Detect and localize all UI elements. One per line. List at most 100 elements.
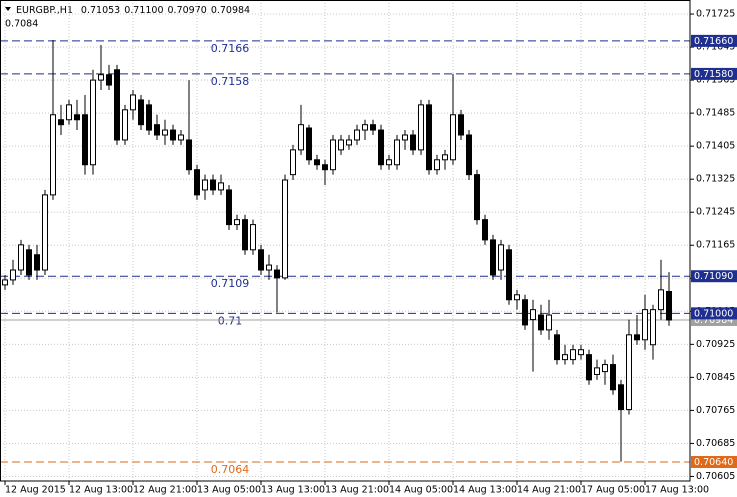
candle-body	[482, 219, 488, 241]
candle-body	[490, 239, 496, 276]
candle-body	[314, 159, 320, 166]
candle-body	[498, 244, 504, 271]
candle-body	[538, 314, 544, 331]
y-tick-label: 0.71725	[696, 9, 735, 20]
corner-label: 0.7084	[5, 19, 38, 30]
candle-body	[570, 349, 576, 361]
candle-body	[426, 104, 432, 171]
header-ohlc: 0.71100	[124, 5, 163, 16]
candle-body	[2, 279, 8, 286]
candle-body	[330, 139, 336, 171]
level-price-box-label: 0.70640	[694, 457, 733, 468]
candle-body	[98, 74, 104, 81]
candle-body	[242, 219, 248, 251]
candle-body	[458, 114, 464, 136]
level-price-box-label: 0.71000	[694, 308, 733, 319]
x-tick-label: 13 Aug 13:00	[261, 485, 325, 496]
candle-body	[354, 129, 360, 141]
candle-body	[114, 69, 120, 141]
candle-body	[210, 179, 216, 191]
candle-body	[386, 159, 392, 166]
candle-body	[290, 149, 296, 176]
level-label: 0.7166	[211, 42, 250, 55]
level-price-box	[691, 34, 737, 47]
candle-body	[130, 94, 136, 111]
y-tick-label: 0.71405	[696, 141, 735, 152]
candle-body	[642, 309, 648, 341]
x-tick-label: 13 Aug 21:00	[325, 485, 389, 496]
candle-body	[258, 249, 264, 271]
candle-body	[194, 169, 200, 196]
x-tick-label: 14 Aug 13:00	[453, 485, 517, 496]
candle-body	[546, 314, 552, 331]
bid-price-box-label: 0.70984	[694, 315, 733, 326]
candle-body	[138, 99, 144, 126]
y-tick-label: 0.71165	[696, 240, 735, 251]
candle-body	[58, 119, 64, 126]
level-price-box-label: 0.71660	[694, 36, 733, 47]
candle-body	[562, 354, 568, 361]
y-tick-label: 0.71645	[696, 42, 735, 53]
candle-body	[154, 124, 160, 136]
candle-body	[610, 364, 616, 391]
candle-body	[178, 134, 184, 141]
candle-body	[506, 249, 512, 301]
candle-body	[434, 159, 440, 171]
candle-body	[378, 129, 384, 166]
candle-body	[466, 134, 472, 176]
candle-body	[618, 384, 624, 411]
candle-body	[450, 114, 456, 161]
candle-body	[514, 294, 520, 301]
level-price-box-label: 0.71090	[694, 271, 733, 282]
candle-body	[218, 182, 224, 191]
candle-body	[250, 224, 256, 251]
candle-body	[274, 269, 280, 279]
x-tick-label: 17 Aug 05:00	[581, 485, 645, 496]
candle-body	[410, 134, 416, 151]
candle-body	[602, 364, 608, 373]
candle-body	[298, 124, 304, 151]
header-ohlc: 0.70984	[211, 5, 250, 16]
y-tick-label: 0.70765	[696, 405, 735, 416]
candle-body	[658, 289, 664, 311]
level-price-box	[691, 270, 737, 283]
candle-body	[402, 134, 408, 141]
y-tick-label: 0.71485	[696, 108, 735, 119]
y-tick-label: 0.70845	[696, 372, 735, 383]
level-price-box-label: 0.71580	[694, 69, 733, 80]
candle-body	[202, 179, 208, 191]
candle-body	[82, 114, 88, 166]
candle-body	[26, 249, 32, 276]
candle-body	[322, 164, 328, 171]
y-tick-label: 0.70605	[696, 471, 735, 482]
level-label: 0.71	[218, 314, 243, 327]
y-tick-label: 0.71565	[696, 75, 735, 86]
level-price-box	[691, 67, 737, 80]
candle-body	[666, 290, 672, 321]
candle-body	[522, 299, 528, 326]
candle-body	[74, 114, 80, 121]
candle-body	[66, 104, 72, 121]
candle-body	[50, 114, 56, 196]
level-price-box	[691, 307, 737, 320]
symbol-menu-icon[interactable]	[5, 7, 11, 11]
plot-frame	[0, 0, 691, 482]
symbol: EURGBP.,H1	[16, 5, 73, 16]
candle-body	[170, 129, 176, 141]
candle-body	[474, 174, 480, 221]
candle-body	[282, 179, 288, 279]
candle-body	[594, 367, 600, 375]
y-tick-label: 0.70925	[696, 339, 735, 350]
level-price-box	[691, 456, 737, 469]
candle-body	[554, 334, 560, 361]
candle-body	[586, 354, 592, 381]
x-tick-label: 14 Aug 05:00	[389, 485, 453, 496]
candle-body	[10, 269, 16, 281]
candle-body	[106, 74, 112, 86]
candle-body	[90, 79, 96, 166]
y-tick-label: 0.70685	[696, 438, 735, 449]
level-label: 0.7109	[211, 277, 250, 290]
level-label: 0.7064	[211, 463, 250, 476]
